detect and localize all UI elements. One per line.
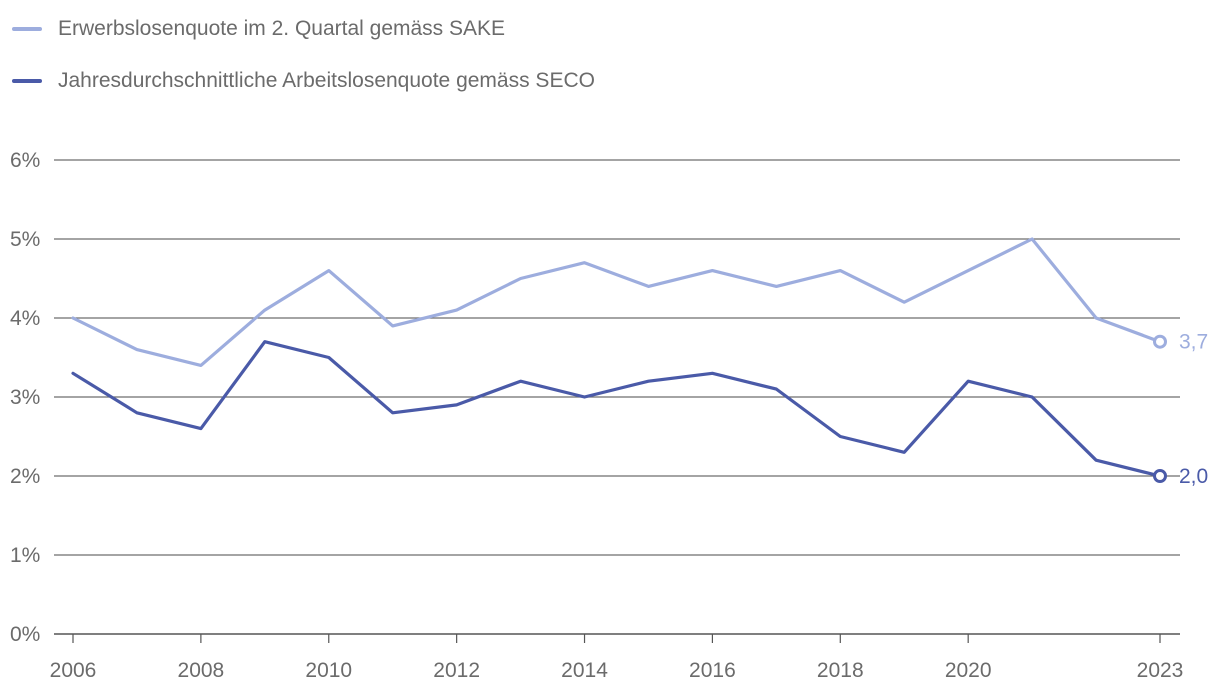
y-tick-label: 2% — [10, 465, 40, 488]
series-line-1 — [71, 340, 1162, 478]
y-tick-label: 0% — [10, 623, 40, 646]
grid-lines — [54, 159, 1180, 635]
x-tick-label: 2018 — [817, 659, 864, 682]
y-tick-label: 4% — [10, 307, 40, 330]
legend-label-sake: Erwerbslosenquote im 2. Quartal gemäss S… — [58, 17, 506, 40]
legend-item-seco[interactable]: Jahresdurchschnittliche Arbeitslosenquot… — [12, 64, 595, 98]
y-tick-label: 5% — [10, 228, 40, 251]
series-end-label-1: 2,0 — [1179, 465, 1208, 488]
legend-swatch-sake — [12, 27, 42, 31]
y-tick-label: 1% — [10, 544, 40, 567]
x-tick-label: 2008 — [178, 659, 225, 682]
series-line-0 — [71, 237, 1162, 367]
series-end-label-0: 3,7 — [1179, 331, 1208, 354]
x-tick-label: 2023 — [1137, 659, 1184, 682]
x-tick-label: 2006 — [50, 659, 97, 682]
legend-swatch-seco — [12, 79, 42, 83]
y-tick-label: 3% — [10, 386, 40, 409]
y-tick-label: 6% — [10, 149, 40, 172]
legend: Erwerbslosenquote im 2. Quartal gemäss S… — [12, 12, 595, 116]
x-tick-label: 2020 — [945, 659, 992, 682]
x-tick-label: 2010 — [305, 659, 352, 682]
x-tick-label: 2016 — [689, 659, 736, 682]
series-end-marker-1 — [1153, 469, 1167, 483]
legend-label-seco: Jahresdurchschnittliche Arbeitslosenquot… — [58, 69, 595, 92]
x-axis: 2006 2008 2010 2012 2014 2016 2018 2020 2023 — [50, 634, 1184, 682]
x-tick-label: 2014 — [561, 659, 608, 682]
y-axis: 0% 1% 2% 3% 4% 5% 6% — [10, 149, 40, 646]
x-tick-label: 2012 — [433, 659, 480, 682]
series-lines: 3,7 2,0 — [71, 237, 1208, 488]
legend-item-sake[interactable]: Erwerbslosenquote im 2. Quartal gemäss S… — [12, 12, 595, 46]
series-end-marker-0 — [1153, 334, 1167, 349]
